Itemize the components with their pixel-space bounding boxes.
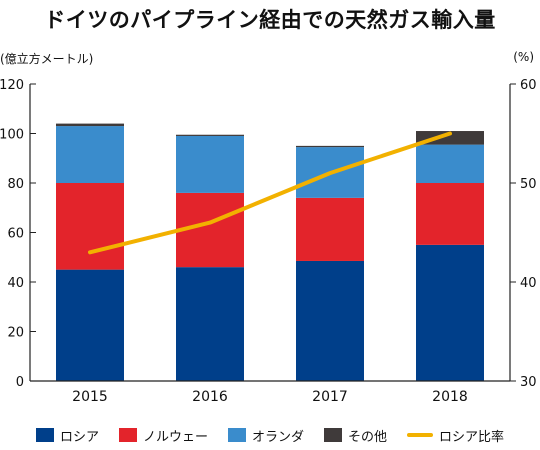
legend-label: ロシア	[59, 429, 99, 445]
legend-item: ロシア比率	[407, 426, 504, 445]
y-tick-label: 100	[0, 128, 24, 143]
bar-norway-2017	[296, 197, 364, 261]
bar-netherlands-2015	[56, 126, 124, 183]
left-axis-unit: (億立方メートル)	[0, 52, 94, 66]
legend: ロシア ノルウェー オランダ その他 ロシア比率	[0, 424, 540, 446]
legend-item: オランダ	[227, 426, 304, 445]
legend-swatch	[227, 428, 246, 442]
legend-swatch	[118, 428, 137, 442]
y2-tick-label: 50	[520, 177, 537, 192]
y2-tick-label: 60	[520, 78, 537, 93]
y-tick-label: 0	[16, 375, 24, 390]
y-tick-label: 60	[7, 227, 24, 242]
legend-item: その他	[324, 426, 387, 445]
bar-netherlands-2016	[176, 135, 244, 193]
y-tick-label: 80	[7, 177, 24, 192]
x-tick-label: 2016	[192, 389, 228, 405]
legend-label: オランダ	[251, 429, 304, 445]
russia-share-line	[88, 131, 452, 255]
bar-other-2016	[176, 134, 244, 136]
y-tick-label: 40	[7, 276, 24, 291]
y-tick-label: 120	[0, 78, 24, 93]
bar-russia-2018	[416, 244, 484, 381]
y2-tick-label: 40	[520, 276, 537, 291]
x-tick-label: 2015	[72, 389, 108, 405]
y-tick-label: 20	[7, 326, 24, 341]
bar-other-2015	[56, 123, 124, 127]
x-tick-label: 2018	[432, 389, 468, 405]
legend-label: ノルウェー	[142, 429, 208, 445]
bar-other-2018	[416, 131, 484, 145]
legend-item: ノルウェー	[118, 426, 208, 445]
y2-tick-label: 30	[520, 375, 537, 390]
bar-russia-2015	[56, 269, 124, 381]
legend-swatch	[35, 428, 54, 442]
bar-russia-2016	[176, 267, 244, 381]
x-tick-label: 2017	[312, 389, 348, 405]
legend-swatch	[324, 428, 342, 442]
legend-label: その他	[348, 429, 388, 445]
bar-norway-2018	[416, 183, 484, 245]
chart-title: ドイツのパイプライン経由での天然ガス輸入量	[44, 8, 496, 32]
bar-other-2017	[296, 145, 364, 148]
legend-swatch	[407, 433, 434, 437]
right-axis-unit: (%)	[513, 50, 534, 64]
legend-label: ロシア比率	[439, 429, 505, 445]
bar-netherlands-2018	[416, 144, 484, 183]
bar-russia-2017	[296, 260, 364, 381]
legend-item: ロシア	[35, 426, 99, 445]
bar-norway-2015	[56, 183, 124, 270]
